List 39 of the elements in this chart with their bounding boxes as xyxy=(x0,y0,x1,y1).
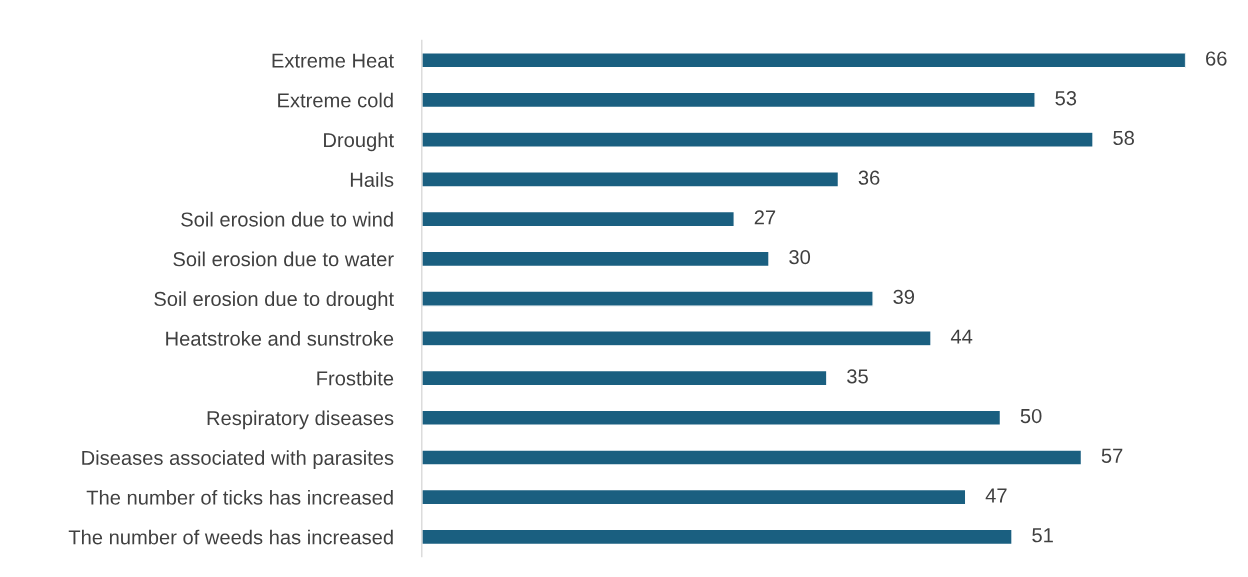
data-label: 44 xyxy=(950,329,973,344)
data-label: 27 xyxy=(754,210,776,225)
data-label: 58 xyxy=(1113,130,1134,146)
bar xyxy=(421,528,1013,546)
y-tick-label: Soil erosion due to water xyxy=(173,251,394,267)
y-tick-label: Extreme Heat xyxy=(272,53,394,68)
y-tick-label: Extreme cold xyxy=(278,92,393,108)
data-label: 30 xyxy=(789,250,811,265)
data-label: 39 xyxy=(893,289,915,304)
bar xyxy=(421,369,828,387)
bar xyxy=(421,91,1036,109)
y-tick-label: The number of ticks has increased xyxy=(86,489,393,505)
data-label: 57 xyxy=(1101,448,1123,463)
y-tick-label: Soil erosion due to wind xyxy=(181,211,393,227)
y-tick-label: Respiratory diseases xyxy=(207,410,394,430)
bar xyxy=(421,210,735,228)
data-label: 36 xyxy=(858,170,880,185)
bar xyxy=(421,409,1002,427)
bar xyxy=(421,290,874,307)
y-tick-label: Hails xyxy=(350,172,394,187)
data-label: 47 xyxy=(985,488,1007,503)
bar xyxy=(421,131,1094,148)
y-tick-label: Frostbite xyxy=(317,370,394,386)
y-tick-label: The number of weeds has increased xyxy=(68,529,393,545)
y-tick-label: Drought xyxy=(324,132,394,152)
bar xyxy=(421,330,932,347)
y-tick-label: Soil erosion due to drought xyxy=(154,291,394,311)
data-label: 50 xyxy=(1020,408,1042,424)
data-label: 35 xyxy=(847,369,868,384)
bar xyxy=(421,488,967,506)
bar xyxy=(421,52,1186,69)
y-tick-label: Heatstroke and sunstroke xyxy=(166,331,394,346)
data-label: 53 xyxy=(1055,91,1077,106)
bar xyxy=(421,171,840,188)
bar xyxy=(421,449,1083,466)
bar xyxy=(421,250,770,268)
data-label: 51 xyxy=(1032,528,1053,543)
y-tick-label: Diseases associated with parasites xyxy=(82,450,394,469)
data-label: 66 xyxy=(1206,51,1227,66)
